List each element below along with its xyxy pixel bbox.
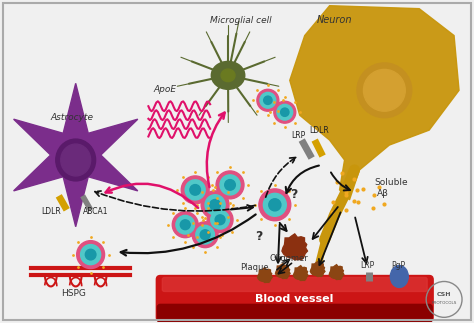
Circle shape [180, 220, 190, 230]
Ellipse shape [221, 69, 235, 82]
Circle shape [201, 191, 229, 219]
Circle shape [257, 89, 279, 111]
Polygon shape [293, 266, 308, 280]
Circle shape [85, 249, 96, 260]
Text: Neuron: Neuron [317, 15, 352, 25]
Text: Oligomer: Oligomer [270, 254, 309, 263]
Text: PgP: PgP [392, 261, 405, 269]
Circle shape [207, 207, 233, 233]
Text: Blood vessel: Blood vessel [255, 294, 333, 304]
Text: HSPG: HSPG [61, 289, 86, 298]
Circle shape [220, 175, 240, 195]
Ellipse shape [357, 63, 412, 118]
Circle shape [216, 171, 244, 199]
Circle shape [176, 215, 194, 234]
Text: ApoE: ApoE [154, 85, 176, 94]
Ellipse shape [390, 266, 408, 287]
Circle shape [210, 200, 220, 210]
Text: Aβ: Aβ [377, 189, 389, 198]
Polygon shape [257, 268, 272, 283]
Circle shape [215, 215, 225, 225]
Circle shape [225, 180, 235, 190]
FancyBboxPatch shape [156, 276, 433, 321]
Circle shape [260, 92, 276, 108]
Circle shape [205, 195, 225, 215]
Text: Microglial cell: Microglial cell [210, 16, 272, 25]
Polygon shape [310, 262, 325, 276]
Circle shape [281, 108, 289, 116]
Polygon shape [275, 264, 290, 278]
Circle shape [264, 96, 272, 104]
Circle shape [181, 176, 209, 204]
Text: Soluble: Soluble [374, 178, 408, 187]
Polygon shape [14, 83, 138, 227]
Circle shape [185, 180, 205, 200]
Circle shape [277, 104, 292, 120]
Ellipse shape [211, 61, 245, 89]
Text: LDLR: LDLR [310, 126, 329, 135]
Circle shape [77, 241, 105, 268]
Text: Plaque: Plaque [240, 263, 269, 272]
FancyBboxPatch shape [162, 277, 427, 291]
Text: ABCA1: ABCA1 [82, 207, 108, 216]
Text: LRP: LRP [291, 131, 305, 140]
Circle shape [81, 245, 100, 265]
Text: PROTOCOLS: PROTOCOLS [431, 301, 457, 305]
Text: ?: ? [255, 230, 262, 243]
Circle shape [264, 193, 286, 216]
Polygon shape [290, 6, 459, 200]
Circle shape [269, 199, 281, 211]
Circle shape [192, 222, 218, 248]
FancyBboxPatch shape [157, 304, 432, 322]
Polygon shape [282, 234, 308, 260]
Ellipse shape [61, 144, 91, 176]
Circle shape [211, 210, 229, 229]
Polygon shape [329, 265, 344, 279]
Circle shape [196, 225, 214, 244]
Text: ?: ? [290, 188, 297, 201]
Text: LDLR: LDLR [41, 207, 61, 216]
Circle shape [190, 184, 201, 195]
Text: Astrocyte: Astrocyte [51, 113, 94, 122]
Circle shape [200, 230, 210, 240]
Ellipse shape [56, 139, 96, 181]
Circle shape [259, 189, 291, 221]
Text: CSH: CSH [437, 292, 451, 297]
Text: LRP: LRP [360, 261, 375, 269]
Circle shape [274, 101, 296, 123]
Circle shape [172, 212, 198, 238]
Ellipse shape [364, 69, 405, 111]
